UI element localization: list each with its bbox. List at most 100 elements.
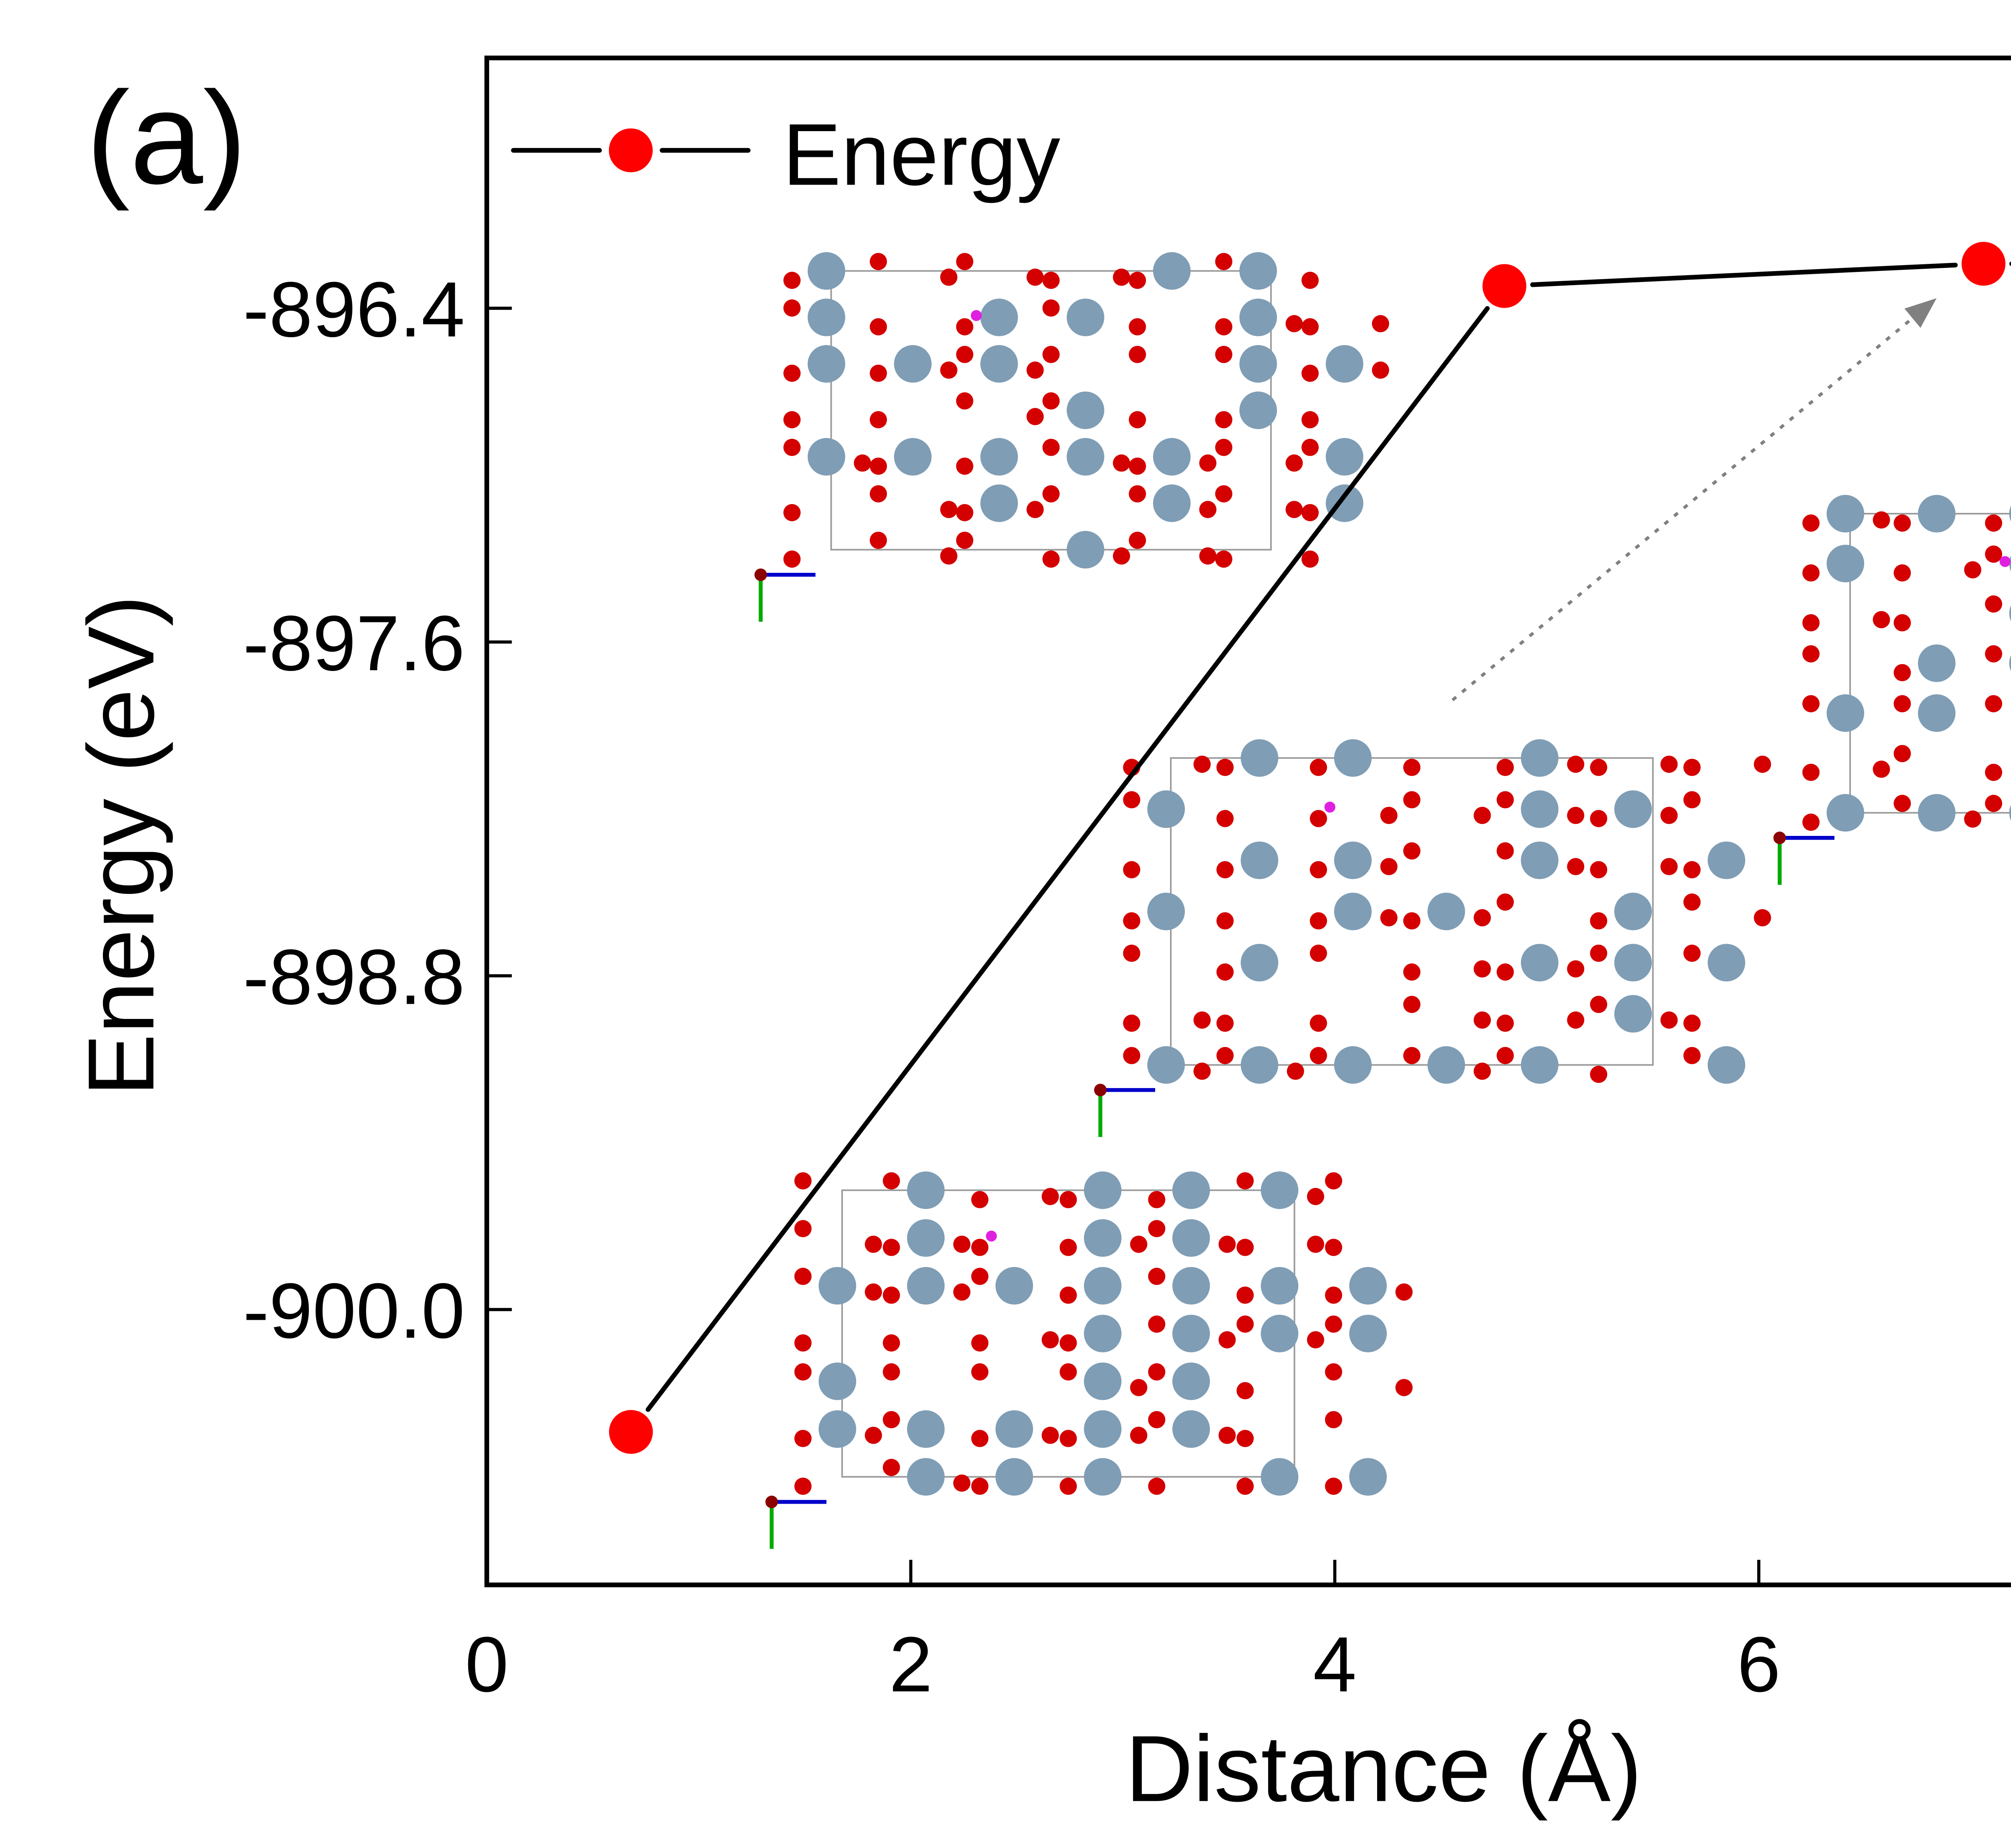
oxygen-atom [1325, 1315, 1343, 1333]
metal-atom [1918, 495, 1955, 533]
oxygen-atom [1590, 945, 1608, 962]
metal-atom [1334, 893, 1372, 930]
metal-atom [1260, 1171, 1299, 1209]
oxygen-atom [882, 1411, 900, 1428]
oxygen-atom [1474, 807, 1491, 824]
metal-atom [1260, 1458, 1299, 1496]
oxygen-atom [1042, 438, 1060, 456]
oxygen-atom [1216, 759, 1234, 776]
oxygen-atom [1497, 1047, 1514, 1064]
metal-atom [1521, 790, 1559, 828]
oxygen-atom [1148, 1191, 1166, 1208]
oxygen-atom [794, 1363, 812, 1381]
oxygen-atom [1042, 485, 1060, 503]
oxygen-atom [1123, 791, 1141, 809]
metal-atom [1260, 1315, 1299, 1352]
oxygen-atom [1567, 807, 1585, 824]
oxygen-atom [1590, 1066, 1608, 1083]
metal-atom [2009, 805, 2011, 821]
oxygen-atom [956, 253, 973, 270]
metal-atom [1084, 1362, 1122, 1400]
y-tick-label: -897.6 [243, 600, 465, 687]
metal-atom [818, 1362, 856, 1400]
axis-origin [754, 568, 767, 581]
metal-atom [1084, 1458, 1122, 1496]
oxygen-atom [1310, 861, 1327, 879]
oxygen-atom [1129, 318, 1146, 335]
metal-atom [1084, 1267, 1122, 1305]
series-line-segment [646, 306, 1490, 1412]
oxygen-atom [1590, 861, 1608, 879]
oxygen-atom [971, 1334, 989, 1352]
oxygen-atom [1325, 1363, 1343, 1381]
oxygen-atom [1193, 755, 1211, 773]
oxygen-atom [1123, 1015, 1141, 1032]
oxygen-atom [1802, 514, 1820, 532]
oxygen-atom [1216, 912, 1234, 930]
metal-atom [1614, 944, 1652, 982]
oxygen-atom [1285, 501, 1303, 519]
oxygen-atom [783, 438, 801, 456]
oxygen-atom [865, 1283, 882, 1301]
unit-cell-box [1849, 513, 2011, 814]
oxygen-atom [1059, 1478, 1077, 1495]
axis-origin [1773, 831, 1786, 844]
oxygen-atom [783, 364, 801, 382]
oxygen-atom [1112, 547, 1130, 565]
oxygen-atom [1307, 1235, 1324, 1253]
metal-atom [1239, 345, 1277, 383]
oxygen-atom [1041, 1188, 1059, 1205]
oxygen-atom [1964, 561, 1982, 578]
oxygen-atom [882, 1363, 900, 1381]
oxygen-atom [1310, 759, 1327, 776]
oxygen-atom [1985, 645, 2003, 663]
metal-atom [2009, 506, 2011, 522]
oxygen-atom [1754, 755, 1771, 773]
oxygen-atom [1372, 315, 1389, 333]
oxygen-atom [1285, 315, 1303, 333]
oxygen-atom [1216, 963, 1234, 981]
oxygen-atom [783, 299, 801, 317]
metal-atom [1239, 298, 1277, 336]
metal-atom [1240, 944, 1279, 982]
metal-atom [1084, 1171, 1122, 1209]
oxygen-atom [971, 1363, 989, 1381]
crystal-structure-insets [754, 252, 2011, 1549]
metal-atom [1172, 1219, 1210, 1257]
oxygen-atom [956, 392, 973, 410]
oxygen-atom [1660, 1011, 1678, 1029]
oxygen-atom [1301, 364, 1319, 382]
oxygen-atom [1403, 842, 1421, 860]
oxygen-atom [1215, 438, 1233, 456]
oxygen-atom [953, 1283, 971, 1301]
oxygen-atom [1325, 1239, 1343, 1256]
oxygen-atom [1129, 531, 1146, 549]
oxygen-atom [865, 1426, 882, 1444]
oxygen-atom [1026, 501, 1044, 519]
oxygen-atom [1148, 1411, 1166, 1428]
oxygen-atom [1567, 1011, 1585, 1029]
oxygen-atom [1193, 1062, 1211, 1080]
x-tick-label: 0 [465, 1621, 508, 1708]
oxygen-atom [853, 454, 871, 472]
metal-atom [2009, 655, 2011, 671]
oxygen-atom [1497, 842, 1514, 860]
oxygen-atom [794, 1478, 812, 1495]
oxygen-atom [1236, 1430, 1254, 1447]
oxygen-atom [1218, 1331, 1236, 1349]
crystal-structure [765, 1171, 1413, 1549]
metal-atom [1614, 790, 1652, 828]
metal-atom [1172, 1315, 1210, 1352]
oxygen-atom [1112, 268, 1130, 286]
oxygen-atom [882, 1239, 900, 1256]
oxygen-atom [1683, 861, 1701, 879]
oxygen-atom [865, 1235, 882, 1253]
oxygen-atom [1567, 960, 1585, 978]
oxygen-atom [794, 1430, 812, 1447]
metal-atom [1521, 944, 1559, 982]
legend: Energy [511, 106, 1060, 204]
oxygen-atom [794, 1268, 812, 1285]
oxygen-atom [956, 531, 973, 549]
oxygen-atom [1683, 759, 1701, 776]
